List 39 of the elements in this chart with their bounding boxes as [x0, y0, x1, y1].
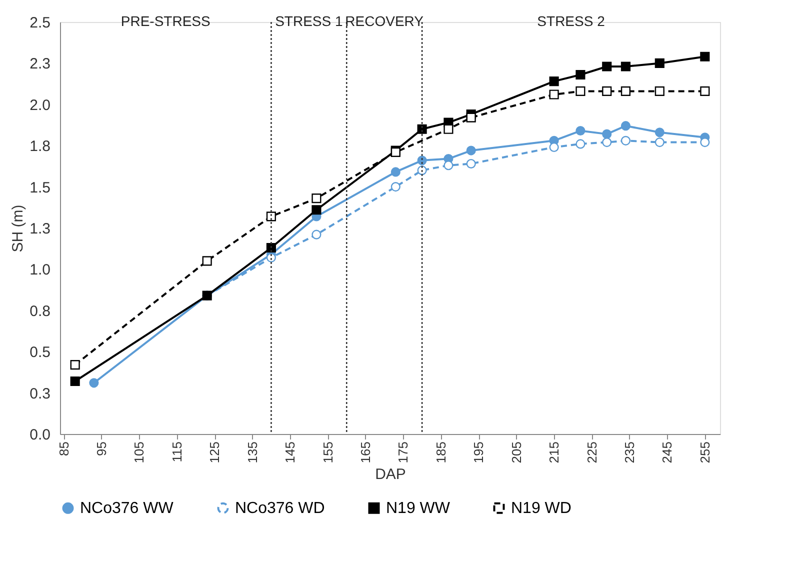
x-tick-label: 115 — [169, 442, 184, 462]
y-tick-label: 0.8 — [30, 302, 50, 320]
x-tick-label: 145 — [282, 442, 298, 464]
x-tick-label: 235 — [622, 442, 637, 464]
y-tick-label: 2.0 — [30, 96, 50, 114]
legend-label: NCo376 WW — [80, 500, 174, 518]
y-tick-label: 1.8 — [30, 138, 50, 156]
x-tick-label: 95 — [94, 442, 109, 456]
legend-label: NCo376 WD — [235, 500, 325, 518]
y-tick-label: 1.0 — [30, 262, 50, 279]
annotation: STRESS 1 — [275, 13, 343, 29]
y-tick-label: 0.3 — [30, 385, 50, 402]
x-tick-label: 215 — [546, 442, 562, 464]
x-tick-label: 245 — [660, 442, 675, 464]
x-tick-label: 195 — [471, 442, 486, 464]
annotation: PRE-STRESS — [120, 13, 210, 29]
legend-label: N19 WD — [511, 500, 572, 518]
legend-label: N19 WW — [386, 500, 451, 518]
x-tick-label: 205 — [508, 442, 524, 464]
y-tick-label: 2.5 — [30, 14, 50, 32]
y-tick-label: 1.3 — [30, 220, 50, 238]
x-tick-label: 155 — [320, 442, 336, 464]
annotation: RECOVERY — [345, 13, 424, 29]
x-tick-label: 185 — [433, 442, 448, 464]
x-tick-label: 175 — [396, 442, 411, 464]
annotation: STRESS 2 — [537, 13, 606, 29]
x-tick-label: 125 — [207, 442, 222, 464]
x-tick-label: 85 — [56, 442, 72, 456]
x-axis-title: DAP — [375, 466, 406, 484]
x-tick-label: 255 — [697, 442, 712, 464]
y-tick-label: 1.5 — [30, 179, 50, 196]
x-tick-label: 165 — [358, 442, 373, 464]
y-tick-label: 0.0 — [30, 426, 50, 444]
y-tick-label: 0.5 — [30, 344, 50, 362]
x-tick-label: 105 — [132, 442, 147, 464]
y-axis-title: SH (m) — [10, 204, 27, 252]
x-tick-label: 225 — [584, 442, 600, 464]
x-tick-label: 135 — [244, 442, 260, 464]
y-tick-label: 2.3 — [30, 56, 50, 73]
